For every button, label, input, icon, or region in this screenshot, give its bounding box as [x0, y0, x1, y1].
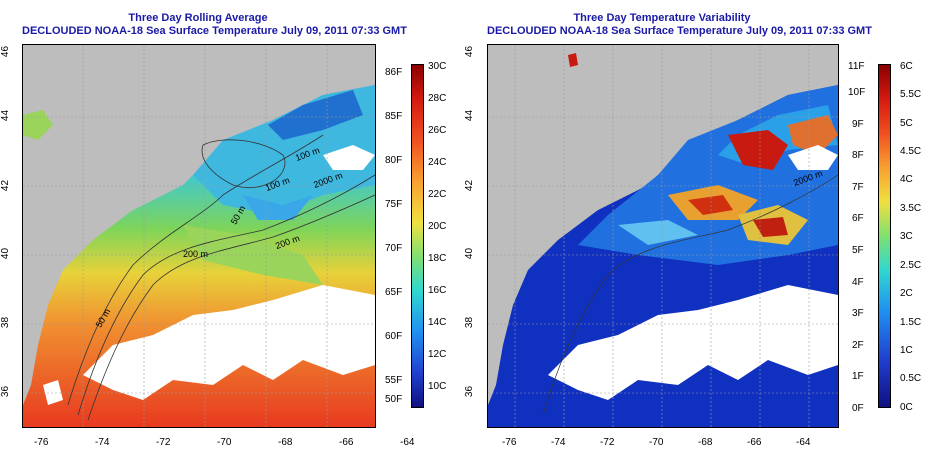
left-clouds: [83, 285, 375, 400]
right-clouds: [548, 285, 838, 400]
left-xtick: -64: [400, 437, 415, 448]
right-ytick: 46: [464, 45, 476, 58]
left-ytick: 44: [0, 109, 12, 122]
left-cbar-f-label: 60F: [385, 331, 403, 342]
left-title-line2: DECLOUDED NOAA-18 Sea Surface Temperatur…: [22, 25, 407, 37]
right-cbar-c-label: 5.5C: [900, 89, 922, 100]
right-cbar-c-label: 3.5C: [900, 203, 922, 214]
left-contour-label-4: 200 m: [183, 249, 209, 259]
right-xtick: -72: [600, 437, 615, 448]
left-cbar-f-label: 50F: [385, 394, 403, 405]
left-title-line1: Three Day Rolling Average: [128, 12, 268, 24]
left-colorbar: [411, 64, 424, 408]
right-title-line1: Three Day Temperature Variability: [573, 12, 751, 24]
left-title: Three Day Rolling Average DECLOUDED NOAA…: [22, 12, 407, 38]
right-title-line2: DECLOUDED NOAA-18 Sea Surface Temperatur…: [487, 25, 872, 37]
left-cbar-f-label: 86F: [385, 67, 403, 78]
left-ytick: 40: [0, 247, 12, 260]
left-xtick: -68: [278, 437, 293, 448]
left-xtick: -70: [217, 437, 232, 448]
right-cbar-c-label: 6C: [900, 61, 913, 72]
right-cbar-f-label: 5F: [852, 245, 864, 256]
right-cbar-c-label: 0.5C: [900, 373, 922, 384]
left-cbar-f-label: 65F: [385, 287, 403, 298]
right-cbar-f-label: 1F: [852, 371, 864, 382]
left-map-svg: [23, 45, 375, 427]
right-ytick: 42: [464, 179, 476, 192]
left-xtick: -76: [34, 437, 49, 448]
right-cbar-c-label: 0C: [900, 402, 913, 413]
left-cbar-f-label: 70F: [385, 243, 403, 254]
right-ytick: 40: [464, 247, 476, 260]
right-ytick: 36: [464, 385, 476, 398]
left-cbar-f-label: 75F: [385, 199, 403, 210]
right-cbar-c-label: 3C: [900, 231, 913, 242]
left-ytick: 42: [0, 179, 12, 192]
right-xtick: -64: [796, 437, 811, 448]
left-cbar-c-label: 30C: [428, 61, 447, 72]
left-cbar-c-label: 12C: [428, 349, 447, 360]
left-cbar-f-label: 55F: [385, 375, 403, 386]
left-cbar-c-label: 10C: [428, 381, 447, 392]
right-cbar-c-label: 4C: [900, 174, 913, 185]
right-cbar-f-label: 7F: [852, 182, 864, 193]
left-cbar-c-label: 24C: [428, 157, 447, 168]
left-cbar-c-label: 14C: [428, 317, 447, 328]
left-xtick: -66: [339, 437, 354, 448]
right-cbar-c-label: 5C: [900, 118, 913, 129]
left-cbar-f-label: 80F: [385, 155, 403, 166]
left-ytick: 38: [0, 316, 12, 329]
right-cbar-c-label: 1C: [900, 345, 913, 356]
left-cbar-c-label: 18C: [428, 253, 447, 264]
right-ytick: 38: [464, 316, 476, 329]
left-cbar-c-label: 22C: [428, 189, 447, 200]
right-cbar-f-label: 6F: [852, 213, 864, 224]
left-xtick: -74: [95, 437, 110, 448]
right-land: [488, 45, 838, 405]
left-xtick: -72: [156, 437, 171, 448]
right-colorbar: [878, 64, 891, 408]
right-cbar-f-label: 8F: [852, 150, 864, 161]
right-title: Three Day Temperature Variability DECLOU…: [487, 12, 872, 38]
left-cbar-c-label: 26C: [428, 125, 447, 136]
right-xtick: -66: [747, 437, 762, 448]
right-xtick: -74: [551, 437, 566, 448]
right-cbar-f-label: 10F: [848, 87, 866, 98]
right-xtick: -70: [649, 437, 664, 448]
left-ytick: 36: [0, 385, 12, 398]
left-cbar-c-label: 28C: [428, 93, 447, 104]
right-xtick: -68: [698, 437, 713, 448]
right-cbar-f-label: 0F: [852, 403, 864, 414]
left-land: [23, 45, 375, 405]
left-ytick: 46: [0, 45, 12, 58]
right-cbar-c-label: 2.5C: [900, 260, 922, 271]
left-sst-map: 100 m 100 m 2000 m 200 m 50 m 50 m 200 m: [22, 44, 376, 428]
right-cbar-c-label: 1.5C: [900, 317, 922, 328]
right-xtick: -76: [502, 437, 517, 448]
right-cbar-f-label: 9F: [852, 119, 864, 130]
right-cbar-f-label: 4F: [852, 277, 864, 288]
right-ytick: 44: [464, 109, 476, 122]
left-cbar-c-label: 20C: [428, 221, 447, 232]
right-cbar-f-label: 11F: [848, 61, 865, 72]
right-cbar-c-label: 4.5C: [900, 146, 922, 157]
right-cbar-c-label: 2C: [900, 288, 913, 299]
right-variability-map: 2000 m: [487, 44, 839, 428]
right-cbar-f-label: 3F: [852, 308, 864, 319]
right-map-svg: [488, 45, 838, 427]
right-cbar-f-label: 2F: [852, 340, 864, 351]
left-cbar-f-label: 85F: [385, 111, 403, 122]
left-cbar-c-label: 16C: [428, 285, 447, 296]
